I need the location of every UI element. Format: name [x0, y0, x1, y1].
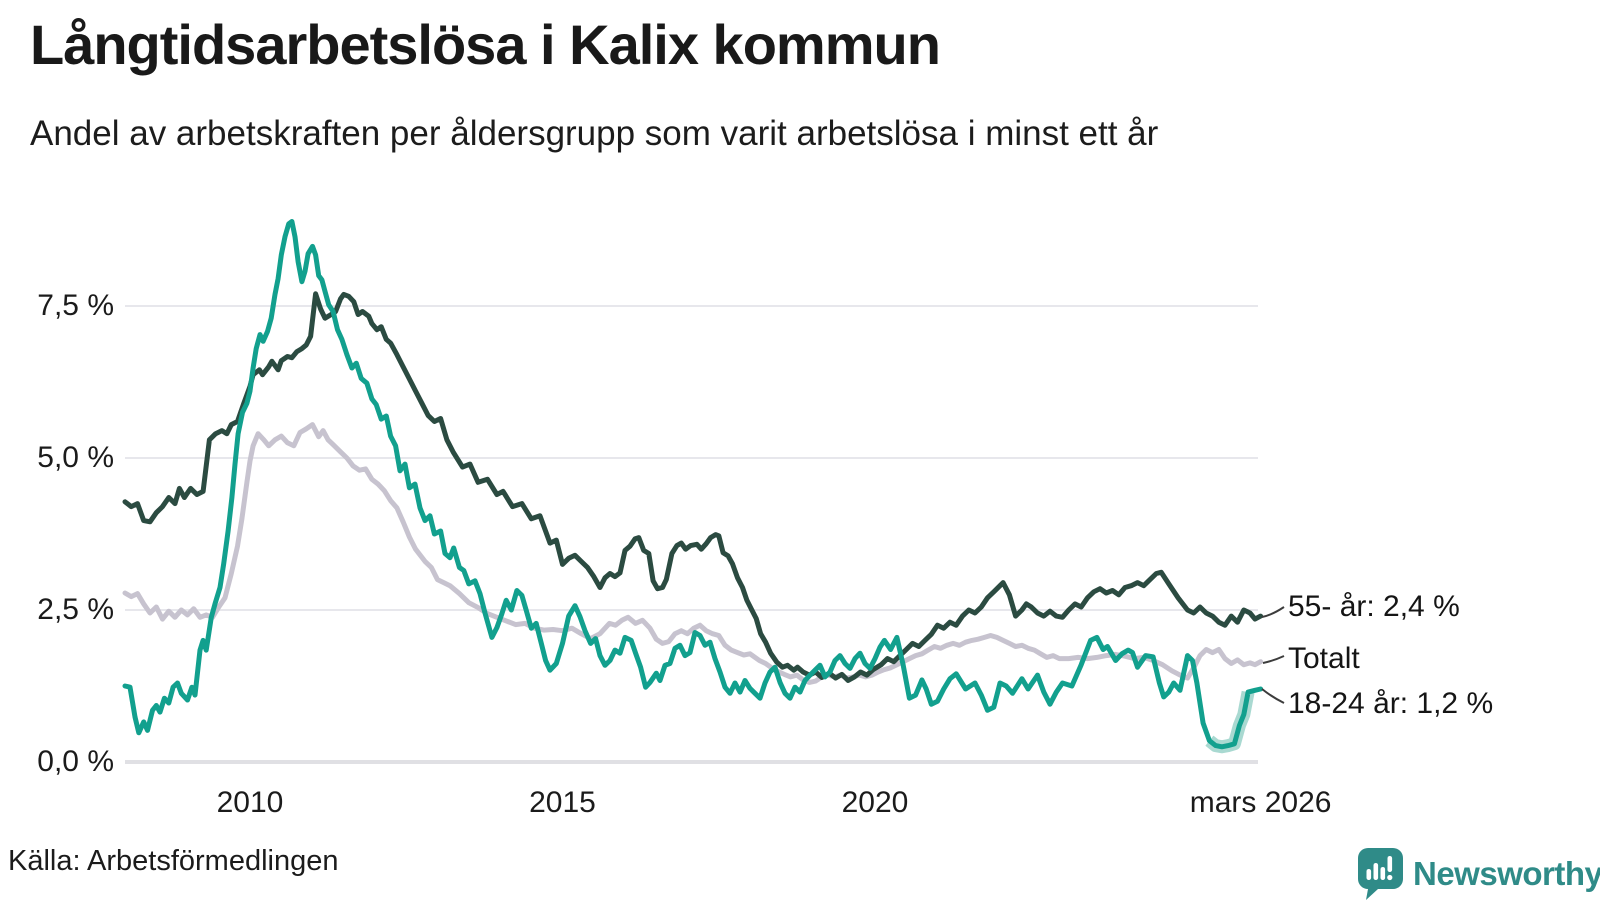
label-leader-lines [1261, 606, 1285, 704]
gridlines-layer [125, 305, 1258, 764]
page-title: Långtidsarbetslösa i Kalix kommun [30, 13, 941, 76]
chart-series-layer [122, 219, 1264, 754]
y-axis-tick-label: 2,5 % [37, 593, 114, 626]
series-label-18-24: 18-24 år: 1,2 % [1288, 687, 1494, 720]
series-label-55-plus: 55- år: 2,4 % [1288, 590, 1460, 623]
x-axis-tick-label: 2010 [216, 786, 284, 819]
y-axis-tick-label: 7,5 % [37, 289, 114, 322]
leader-line-18-24 [1261, 688, 1285, 704]
series-line-18-24 [122, 219, 1264, 750]
y-axis-tick-label: 0,0 % [37, 745, 114, 778]
source-note: Källa: Arbetsförmedlingen [8, 845, 339, 877]
newsworthy-logo-icon [1358, 848, 1403, 900]
series-line-totalt [122, 422, 1264, 685]
series-label-totalt: Totalt [1288, 642, 1360, 675]
newsworthy-brand: Newsworthy [1358, 848, 1600, 900]
chart-subtitle: Andel av arbetskraften per åldersgrupp s… [30, 114, 1159, 153]
series-line-55-plus [122, 291, 1264, 683]
y-axis-tick-label: 5,0 % [37, 441, 114, 474]
x-axis-tick-label: 2020 [841, 786, 909, 819]
leader-line-55-plus [1261, 606, 1285, 618]
x-axis-tick-label: 2015 [529, 786, 596, 819]
newsworthy-wordmark: Newsworthy [1413, 855, 1600, 892]
leader-line-totalt [1262, 655, 1285, 664]
x-axis-tick-label: mars 2026 [1189, 786, 1332, 819]
